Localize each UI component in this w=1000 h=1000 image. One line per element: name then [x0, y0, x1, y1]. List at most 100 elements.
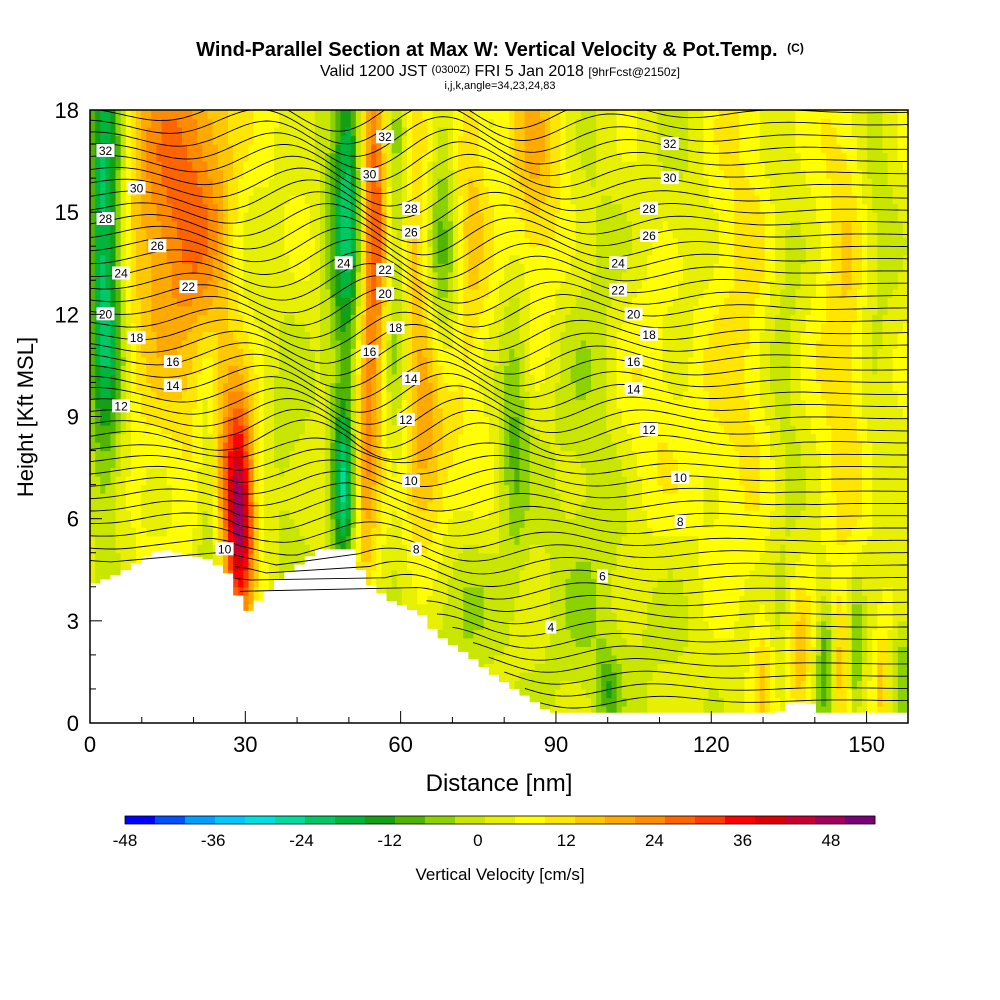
w-cell — [284, 390, 290, 401]
w-cell — [412, 127, 418, 137]
w-cell — [125, 339, 132, 349]
w-cell — [95, 459, 101, 469]
w-cell — [115, 484, 122, 494]
w-cell — [437, 271, 444, 281]
w-cell — [212, 467, 219, 477]
w-cell — [130, 263, 137, 273]
w-cell — [95, 484, 101, 494]
w-cell — [355, 152, 362, 162]
w-cell — [401, 212, 408, 222]
w-cell — [176, 433, 183, 443]
w-cell — [115, 527, 122, 537]
w-cell — [125, 118, 132, 128]
w-cell — [320, 144, 326, 154]
w-cell — [166, 390, 173, 401]
w-cell — [141, 510, 147, 520]
w-cell — [120, 484, 127, 494]
w-cell — [187, 135, 193, 145]
w-cell — [396, 348, 403, 358]
w-cell — [371, 433, 377, 443]
w-cell — [161, 118, 168, 128]
w-cell — [309, 476, 316, 486]
w-cell — [248, 603, 255, 613]
w-cell — [130, 212, 137, 222]
w-cell — [325, 220, 331, 230]
w-cell — [268, 442, 275, 452]
w-cell — [391, 484, 398, 494]
w-cell — [376, 535, 383, 545]
w-cell — [151, 169, 158, 179]
w-cell — [350, 535, 357, 545]
w-cell — [120, 237, 127, 247]
w-cell — [141, 416, 147, 426]
w-cell — [345, 271, 352, 281]
w-cell — [422, 535, 429, 545]
w-cell — [130, 161, 137, 171]
w-cell — [391, 331, 398, 341]
w-cell — [161, 254, 168, 264]
w-cell — [120, 339, 127, 349]
w-cell — [320, 365, 326, 375]
w-cell — [396, 569, 403, 579]
w-cell — [320, 271, 326, 281]
w-cell — [90, 476, 96, 486]
w-cell — [304, 169, 311, 179]
w-cell — [325, 237, 331, 247]
w-cell — [294, 212, 301, 222]
w-cell — [258, 493, 265, 503]
w-cell — [412, 280, 418, 290]
w-cell — [161, 493, 168, 503]
w-cell — [243, 144, 250, 154]
w-cell — [146, 271, 152, 281]
w-cell — [130, 510, 137, 520]
w-cell — [330, 433, 336, 443]
w-cell — [345, 246, 352, 256]
w-cell — [110, 288, 117, 298]
w-cell — [130, 433, 137, 443]
w-cell — [289, 476, 296, 486]
w-cell — [243, 510, 250, 520]
w-cell — [268, 331, 275, 341]
w-cell — [396, 476, 403, 486]
w-cell — [166, 442, 173, 452]
w-cell — [391, 407, 398, 418]
w-cell — [217, 195, 224, 205]
w-cell — [90, 348, 96, 358]
w-cell — [401, 220, 408, 230]
w-cell — [289, 212, 296, 222]
w-cell — [304, 305, 311, 315]
w-cell — [304, 237, 311, 247]
w-cell — [330, 203, 336, 213]
w-cell — [391, 586, 398, 596]
w-cell — [136, 416, 142, 426]
w-cell — [279, 348, 285, 358]
w-cell — [207, 501, 214, 511]
w-cell — [217, 203, 224, 213]
w-cell — [110, 135, 117, 145]
w-cell — [238, 246, 244, 256]
w-cell — [248, 356, 255, 367]
w-cell — [238, 578, 244, 588]
w-cell — [294, 527, 301, 537]
w-cell — [95, 110, 101, 120]
w-cell — [325, 212, 331, 222]
w-cell — [427, 407, 434, 418]
w-cell — [253, 578, 260, 588]
w-cell — [100, 178, 106, 188]
w-cell — [258, 297, 265, 307]
w-cell — [141, 433, 147, 443]
w-cell — [406, 169, 413, 179]
w-cell — [100, 195, 106, 205]
w-cell — [166, 348, 173, 358]
w-cell — [386, 450, 393, 460]
w-cell — [151, 322, 158, 332]
w-cell — [192, 322, 198, 332]
w-cell — [105, 399, 112, 409]
w-cell — [330, 195, 336, 205]
w-cell — [330, 407, 336, 418]
w-cell — [314, 322, 321, 332]
w-cell — [381, 331, 388, 341]
w-cell — [289, 399, 296, 409]
w-cell — [156, 110, 163, 120]
w-cell — [95, 331, 101, 341]
